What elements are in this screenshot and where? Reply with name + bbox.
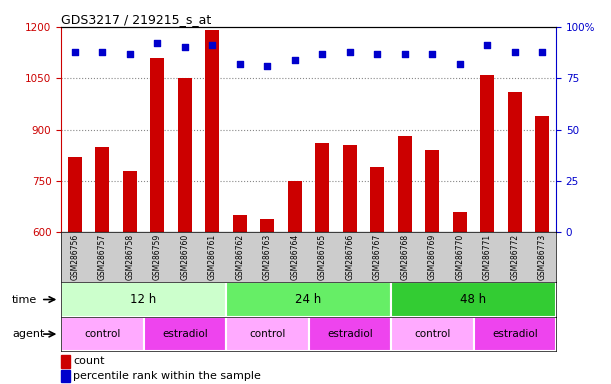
Bar	[226, 282, 391, 317]
Bar	[61, 355, 70, 368]
Text: count: count	[73, 356, 105, 366]
Text: GSM286767: GSM286767	[373, 234, 382, 280]
Bar	[178, 78, 192, 232]
Text: GSM286765: GSM286765	[318, 234, 327, 280]
Bar	[508, 92, 522, 232]
Text: GSM286769: GSM286769	[428, 234, 437, 280]
Text: GSM286773: GSM286773	[538, 234, 547, 280]
Text: GSM286768: GSM286768	[400, 234, 409, 280]
Text: control: control	[84, 329, 120, 339]
Bar	[474, 317, 556, 351]
Point	[510, 48, 519, 55]
Text: GSM286758: GSM286758	[125, 234, 134, 280]
Bar	[123, 170, 137, 232]
Point	[70, 48, 79, 55]
Text: GSM286762: GSM286762	[235, 234, 244, 280]
Point	[538, 48, 547, 55]
Text: GSM286756: GSM286756	[70, 234, 79, 280]
Bar	[226, 317, 309, 351]
Text: percentile rank within the sample: percentile rank within the sample	[73, 371, 262, 381]
Text: agent: agent	[12, 329, 45, 339]
Point	[153, 40, 163, 46]
Bar	[233, 215, 247, 232]
Bar	[398, 136, 412, 232]
Bar	[61, 370, 70, 382]
Point	[98, 48, 108, 55]
Bar	[425, 150, 439, 232]
Text: GSM286757: GSM286757	[98, 234, 107, 280]
Text: GSM286771: GSM286771	[483, 234, 492, 280]
Point	[345, 48, 354, 55]
Text: estradiol: estradiol	[162, 329, 208, 339]
Bar	[150, 58, 164, 232]
Bar	[453, 212, 467, 232]
Text: 48 h: 48 h	[461, 293, 486, 306]
Point	[482, 42, 492, 48]
Text: GSM286761: GSM286761	[208, 234, 217, 280]
Point	[455, 61, 464, 67]
Bar	[288, 181, 302, 232]
Bar	[370, 167, 384, 232]
Point	[263, 63, 273, 69]
Text: estradiol: estradiol	[327, 329, 373, 339]
Text: GSM286770: GSM286770	[455, 234, 464, 280]
Text: control: control	[414, 329, 450, 339]
Point	[235, 61, 244, 67]
Point	[318, 51, 327, 57]
Bar	[391, 282, 556, 317]
Text: GSM286764: GSM286764	[290, 234, 299, 280]
Text: 24 h: 24 h	[296, 293, 321, 306]
Bar	[343, 145, 357, 232]
Text: GSM286763: GSM286763	[263, 234, 272, 280]
Bar	[61, 317, 144, 351]
Bar	[391, 317, 474, 351]
Point	[427, 51, 437, 57]
Point	[400, 51, 409, 57]
Text: GDS3217 / 219215_s_at: GDS3217 / 219215_s_at	[61, 13, 211, 26]
Bar	[95, 147, 109, 232]
Text: GSM286760: GSM286760	[180, 234, 189, 280]
Text: estradiol: estradiol	[492, 329, 538, 339]
Point	[290, 57, 300, 63]
Bar	[205, 30, 219, 232]
Bar	[315, 143, 329, 232]
Text: 12 h: 12 h	[131, 293, 156, 306]
Text: GSM286766: GSM286766	[345, 234, 354, 280]
Point	[125, 51, 134, 57]
Text: GSM286759: GSM286759	[153, 234, 162, 280]
Bar	[260, 218, 274, 232]
Bar	[480, 75, 494, 232]
Bar	[144, 317, 226, 351]
Bar	[535, 116, 549, 232]
Bar	[61, 282, 226, 317]
Point	[180, 44, 189, 50]
Text: GSM286772: GSM286772	[510, 234, 519, 280]
Bar	[68, 157, 82, 232]
Text: control: control	[249, 329, 285, 339]
Text: time: time	[12, 295, 37, 305]
Bar	[309, 317, 391, 351]
Point	[207, 42, 218, 48]
Point	[373, 51, 382, 57]
